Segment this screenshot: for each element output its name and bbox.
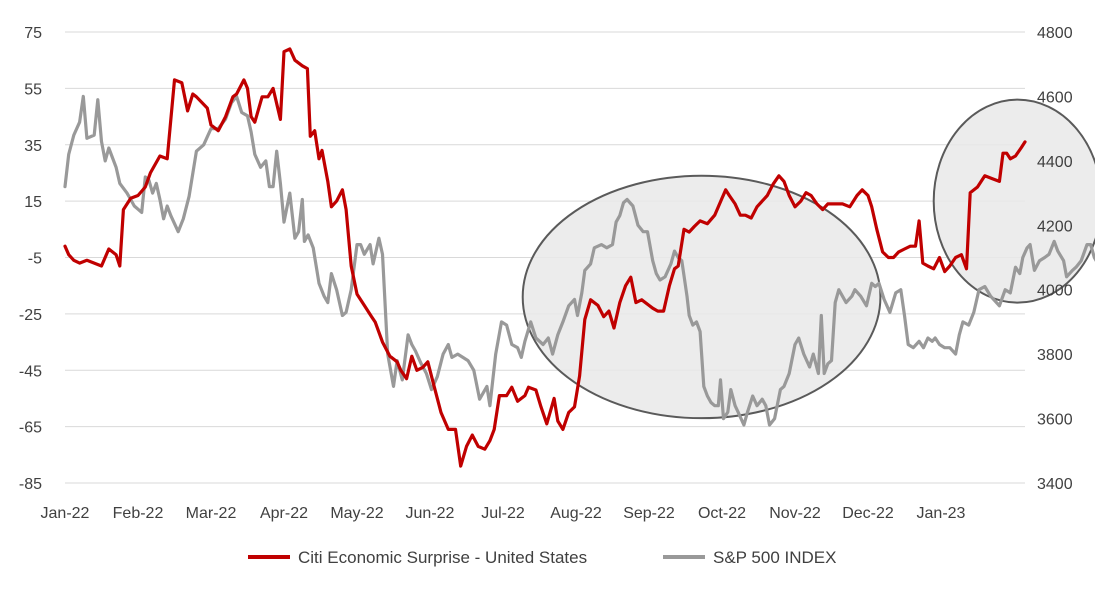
highlight-ellipses	[521, 98, 1095, 420]
left-tick-label: 75	[24, 25, 42, 42]
right-tick-label: 4200	[1037, 218, 1073, 235]
right-tick-label: 3600	[1037, 412, 1073, 429]
x-tick-label: May-22	[330, 505, 383, 522]
legend-label-sp500: S&P 500 INDEX	[713, 548, 836, 567]
right-tick-label: 4800	[1037, 25, 1073, 42]
right-tick-label: 3800	[1037, 347, 1073, 364]
x-tick-label: Jul-22	[481, 505, 525, 522]
highlight-ellipse-1	[521, 174, 882, 420]
x-tick-label: Sep-22	[623, 505, 675, 522]
x-axis-ticks: Jan-22 Feb-22 Mar-22 Apr-22 May-22 Jun-22 Jul-…	[41, 505, 966, 522]
x-tick-label: Oct-22	[698, 505, 746, 522]
sp500-series	[63, 94, 1095, 427]
legend-label-citi: Citi Economic Surprise - United States	[298, 548, 587, 567]
left-tick-label: -45	[19, 363, 42, 380]
x-tick-label: Dec-22	[842, 505, 894, 522]
right-tick-label: 4000	[1037, 283, 1073, 300]
highlight-ellipse-2	[932, 98, 1095, 304]
x-tick-label: Jan-23	[917, 505, 966, 522]
left-tick-label: -85	[19, 476, 42, 493]
left-tick-label: -65	[19, 420, 42, 437]
left-tick-label: 55	[24, 81, 42, 98]
left-axis-ticks: 75 55 35 15 -5 -25 -45 -65 -85	[19, 25, 42, 493]
right-axis-ticks: 4800 4600 4400 4200 4000 3800 3600 3400	[1037, 25, 1073, 493]
x-tick-label: Apr-22	[260, 505, 308, 522]
x-tick-label: Feb-22	[113, 505, 164, 522]
legend: Citi Economic Surprise - United States S…	[248, 548, 836, 567]
citi-line	[63, 47, 1027, 468]
right-tick-label: 4600	[1037, 89, 1073, 106]
x-tick-label: Nov-22	[769, 505, 821, 522]
citi-series	[63, 47, 1027, 468]
right-tick-label: 4400	[1037, 154, 1073, 171]
left-tick-label: 15	[24, 194, 42, 211]
sp500-line	[63, 94, 1095, 427]
x-tick-label: Aug-22	[550, 505, 602, 522]
left-tick-label: -5	[28, 251, 42, 268]
right-tick-label: 3400	[1037, 476, 1073, 493]
x-tick-label: Jan-22	[41, 505, 90, 522]
x-tick-label: Jun-22	[406, 505, 455, 522]
left-tick-label: -25	[19, 307, 42, 324]
left-tick-label: 35	[24, 138, 42, 155]
x-tick-label: Mar-22	[186, 505, 237, 522]
